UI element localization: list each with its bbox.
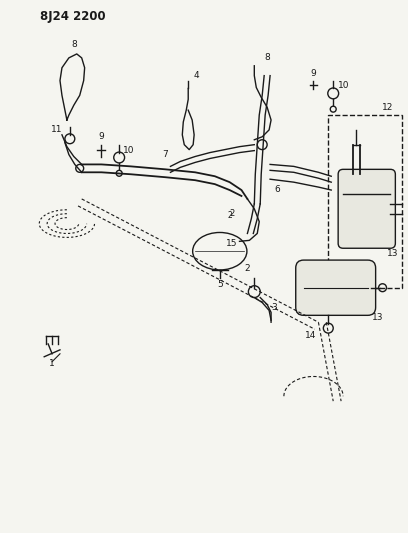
Text: 7: 7 (163, 150, 169, 159)
Text: 13: 13 (372, 313, 384, 322)
Text: 14: 14 (305, 330, 316, 340)
Text: 8J24 2200: 8J24 2200 (40, 10, 106, 23)
Text: 1: 1 (49, 359, 55, 368)
Bar (328, 115, 402, 288)
Text: 2: 2 (227, 211, 232, 220)
Text: 2: 2 (244, 264, 250, 273)
Text: 8: 8 (264, 53, 270, 62)
Text: 12: 12 (382, 103, 393, 112)
Text: 10: 10 (123, 146, 135, 155)
Text: 8: 8 (71, 39, 77, 49)
Text: 3: 3 (271, 303, 277, 312)
FancyBboxPatch shape (296, 260, 376, 316)
Text: 11: 11 (51, 125, 63, 134)
Text: 4: 4 (193, 71, 199, 80)
Text: 10: 10 (338, 81, 350, 90)
Text: 5: 5 (217, 280, 223, 289)
Text: 2: 2 (230, 209, 235, 218)
Text: 6: 6 (274, 184, 280, 193)
Text: 13: 13 (387, 249, 398, 257)
Text: 9: 9 (310, 69, 316, 78)
Text: 9: 9 (99, 132, 104, 141)
FancyBboxPatch shape (338, 169, 395, 248)
Text: 15: 15 (226, 239, 237, 248)
